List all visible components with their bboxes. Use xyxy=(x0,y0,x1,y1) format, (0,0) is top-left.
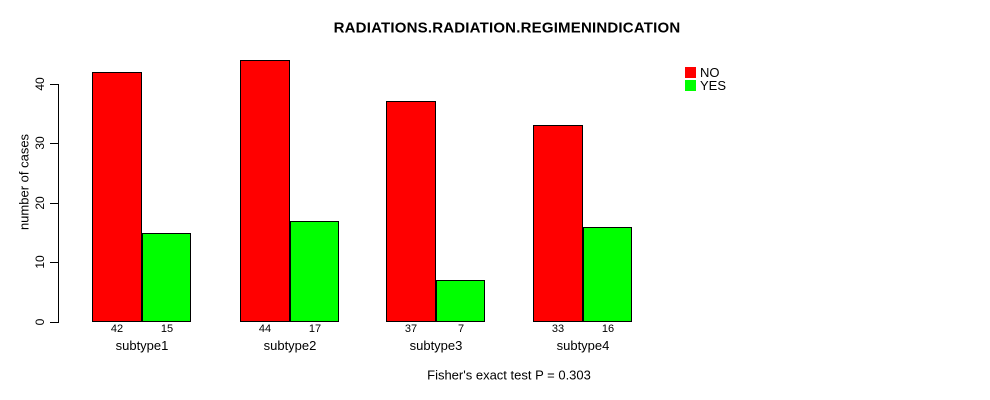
y-axis-line xyxy=(58,84,59,323)
bar-value-label: 16 xyxy=(601,323,615,335)
bar-value-label: 15 xyxy=(160,323,174,335)
legend-swatch-yes xyxy=(685,80,696,91)
legend-item-label: NO xyxy=(700,65,720,80)
legend-swatch-no xyxy=(685,67,696,78)
bar-no-subtype4 xyxy=(533,125,583,322)
y-axis-tick xyxy=(50,143,58,144)
bar-no-subtype3 xyxy=(386,101,436,322)
y-axis-tick xyxy=(50,262,58,263)
bar-value-label: 7 xyxy=(457,323,465,335)
bar-yes-subtype2 xyxy=(290,221,339,322)
bar-value-label: 17 xyxy=(308,323,322,335)
bar-yes-subtype4 xyxy=(583,227,632,322)
bar-no-subtype2 xyxy=(240,60,290,322)
bar-yes-subtype1 xyxy=(142,233,191,322)
stat-test-note: Fisher's exact test P = 0.303 xyxy=(427,367,591,383)
chart-title: RADIATIONS.RADIATION.REGIMENINDICATION xyxy=(333,19,681,37)
x-category-label-subtype2: subtype2 xyxy=(263,338,317,353)
bar-no-subtype1 xyxy=(92,72,142,322)
x-category-label-subtype3: subtype3 xyxy=(409,338,463,353)
bar-yes-subtype3 xyxy=(436,280,485,322)
bar-value-label: 37 xyxy=(404,323,418,335)
y-axis-tick xyxy=(50,322,58,323)
x-category-label-subtype1: subtype1 xyxy=(115,338,169,353)
legend-item-label: YES xyxy=(700,78,727,93)
bar-value-label: 44 xyxy=(258,323,272,335)
x-category-label-subtype4: subtype4 xyxy=(556,338,610,353)
y-axis-tick xyxy=(50,203,58,204)
bar-value-label: 42 xyxy=(110,323,124,335)
y-axis-tick xyxy=(50,84,58,85)
bar-value-label: 33 xyxy=(551,323,565,335)
